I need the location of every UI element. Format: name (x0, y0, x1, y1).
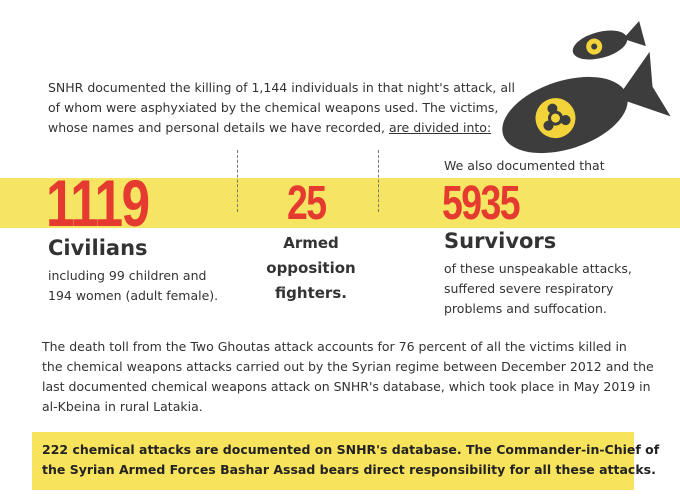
survivors-lead: We also documented that (444, 158, 605, 173)
text-line: opposition (266, 259, 356, 277)
intro-underlined: are divided into: (389, 120, 492, 135)
toll: The death toll from the Two Ghoutas atta… (42, 337, 654, 417)
text-line: 194 women (adult female). (48, 288, 219, 303)
civilians-text: including 99 children and 194 women (adu… (48, 266, 218, 306)
text-line: problems and suffocation. (444, 301, 607, 316)
callout: 222 chemical attacks are documented on S… (32, 432, 660, 480)
text-line: the Syrian Armed Forces Bashar Assad bea… (42, 462, 656, 477)
intro-line: SNHR documented the killing of 1,144 ind… (48, 80, 515, 95)
yellow-band (0, 178, 680, 228)
text-line: the chemical weapons attacks carried out… (42, 359, 654, 374)
fighters-number: 25 (287, 177, 327, 230)
intro-line: of whom were asphyxiated by the chemical… (48, 100, 499, 115)
survivors-label: Survivors (444, 229, 557, 253)
text-line: fighters. (275, 284, 347, 302)
intro-line: whose names and personal details we have… (48, 120, 386, 135)
text-line: al-Kbeina in rural Latakia. (42, 399, 203, 414)
divider (378, 150, 379, 212)
text-line: The death toll from the Two Ghoutas atta… (42, 339, 627, 354)
text-line: including 99 children and (48, 268, 207, 283)
civilians-label: Civilians (48, 236, 148, 260)
text-line: of these unspeakable attacks, (444, 261, 632, 276)
callout-box: 222 chemical attacks are documented on S… (32, 432, 660, 490)
survivors-text: of these unspeakable attacks, suffered s… (444, 259, 632, 319)
survivors-number: 5935 (442, 177, 521, 230)
text-line: suffered severe respiratory (444, 281, 614, 296)
bomb-icons (502, 21, 671, 154)
text-line: Armed (283, 234, 339, 252)
fighters-text: Armed opposition fighters. (236, 231, 386, 306)
text-line: 222 chemical attacks are documented on S… (42, 442, 660, 457)
civilians-number: 1119 (46, 166, 150, 240)
intro: SNHR documented the killing of 1,144 ind… (48, 78, 515, 138)
text-line: last documented chemical weapons attack … (42, 379, 651, 394)
divider (237, 150, 238, 212)
